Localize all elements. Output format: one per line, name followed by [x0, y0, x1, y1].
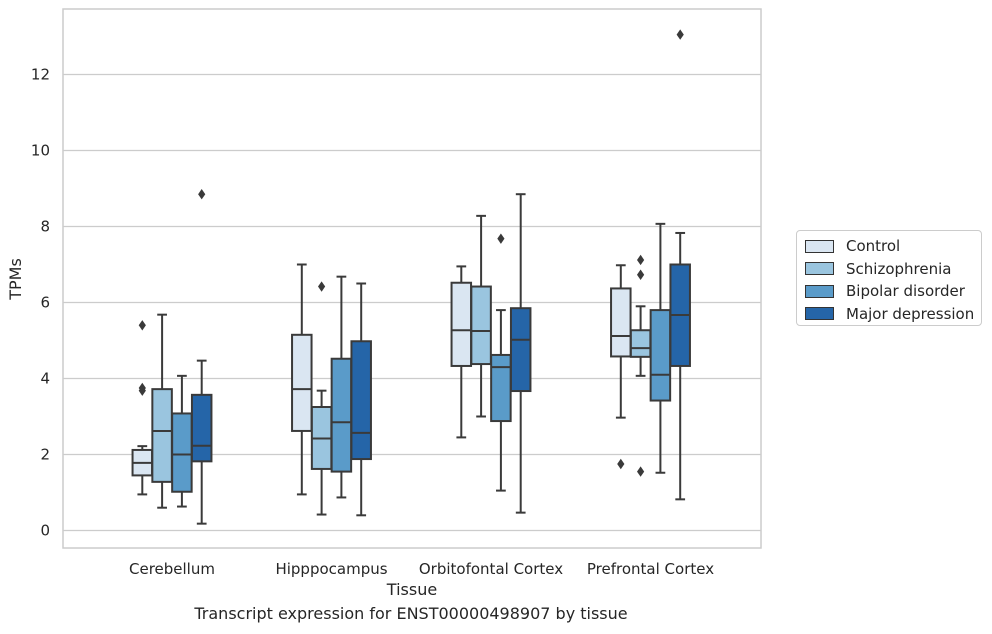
box-2-2	[310, 281, 333, 516]
outlier-point-2	[637, 269, 645, 280]
outlier-point-1	[318, 281, 326, 292]
box-body	[490, 353, 512, 423]
box-body	[350, 340, 372, 461]
box-body	[291, 333, 313, 432]
outlier-point-3	[138, 385, 146, 396]
box-body	[450, 281, 473, 367]
box-1-4	[610, 264, 632, 470]
legend-label: Schizophrenia	[846, 259, 952, 278]
box-plot-marks	[131, 29, 691, 525]
x-axis-label: Tissue	[386, 580, 437, 599]
box-body	[629, 329, 652, 358]
y-tick-label-8: 8	[40, 218, 50, 236]
legend-label: Control	[846, 237, 901, 256]
box-body	[330, 357, 353, 473]
box-1-1	[131, 320, 154, 496]
box-body	[171, 412, 193, 493]
y-tick-label-10: 10	[31, 142, 50, 160]
x-tick-label-4: Prefrontal Cortex	[587, 560, 714, 578]
box-3-1	[171, 374, 193, 508]
legend-item: Bipolar disorder	[805, 280, 981, 303]
box-3-4	[649, 222, 672, 474]
box-4-1	[190, 189, 213, 525]
legend-swatch	[805, 284, 834, 298]
y-tick-label-6: 6	[40, 294, 50, 312]
outlier-point-1	[676, 29, 684, 40]
legend-item: Major depression	[805, 303, 981, 326]
y-axis-label: TPMs	[6, 258, 25, 301]
box-2-1	[151, 313, 173, 509]
box-4-2	[350, 282, 372, 517]
x-tick-label-2: Hipppocampus	[275, 560, 387, 578]
x-tick-labels: Cerebellum Hipppocampus Orbitofontal Corte…	[129, 560, 714, 578]
legend: Control Schizophrenia Bipolar disorder Majo…	[796, 230, 982, 326]
box-body	[649, 309, 672, 402]
box-4-4	[669, 29, 691, 501]
legend-label: Bipolar disorder	[846, 282, 965, 301]
y-tick-label-0: 0	[40, 522, 50, 540]
outlier-point-1	[617, 458, 625, 470]
box-3-3	[490, 233, 512, 492]
outlier-point-1	[497, 233, 505, 244]
outlier-point-1	[138, 320, 146, 331]
outlier-point-1	[198, 189, 206, 200]
box-3-2	[330, 275, 353, 499]
x-tick-label-1: Cerebellum	[129, 560, 215, 578]
legend-swatch	[805, 239, 834, 253]
legend-label: Major depression	[846, 304, 975, 323]
plot-frame	[62, 8, 762, 549]
y-tick-label-12: 12	[31, 66, 50, 84]
legend-swatch	[805, 307, 834, 321]
outlier-point-3	[637, 466, 645, 477]
outlier-point-1	[637, 254, 645, 266]
y-tick-label-2: 2	[40, 446, 50, 464]
y-tick-labels: 0 2 4 6 8 10 12	[31, 66, 50, 540]
box-body	[190, 393, 213, 463]
chart-title: Transcript expression for ENST0000049890…	[194, 604, 628, 623]
box-body	[151, 388, 173, 483]
box-4-3	[509, 193, 532, 514]
box-body	[610, 287, 632, 358]
box-body	[470, 285, 492, 366]
legend-item: Schizophrenia	[805, 258, 981, 281]
box-1-2	[291, 263, 313, 496]
box-body	[509, 307, 532, 393]
box-1-3	[450, 265, 473, 439]
box-2-4	[629, 254, 652, 477]
x-tick-label-3: Orbitofontal Cortex	[419, 560, 563, 578]
y-tick-label-4: 4	[40, 370, 50, 388]
box-2-3	[470, 214, 492, 418]
legend-item: Control	[805, 235, 981, 258]
legend-swatch	[805, 262, 834, 276]
